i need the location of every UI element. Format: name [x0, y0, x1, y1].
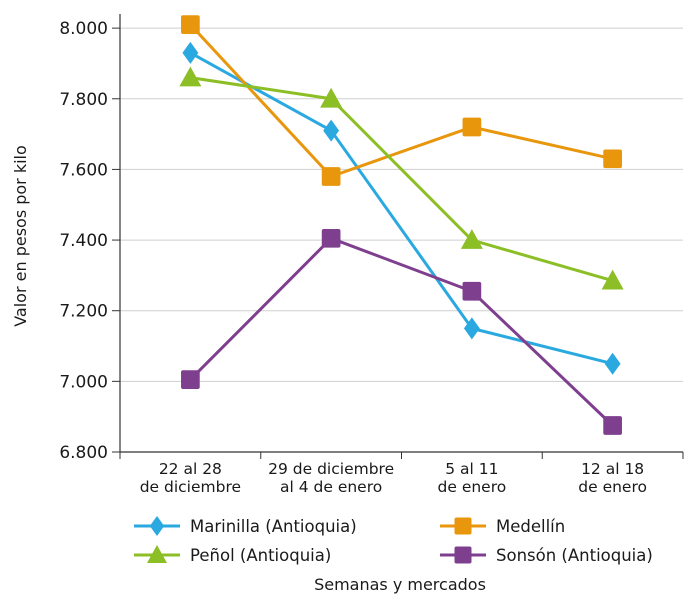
- legend-label: Medellín: [496, 517, 565, 536]
- series-line: [190, 76, 614, 283]
- data-point-square: [603, 149, 622, 169]
- data-point-square: [181, 370, 200, 389]
- data-point-triangle: [147, 545, 167, 563]
- data-point-triangle: [320, 87, 343, 108]
- series-group: [179, 15, 624, 435]
- legend: Marinilla (Antioquia) Medellín Peñol (Anti…: [134, 516, 653, 565]
- gridlines: [120, 27, 683, 382]
- x-tick-label: 5 al 11: [445, 460, 498, 478]
- y-tick-label: 7.400: [59, 231, 108, 251]
- legend-item: Peñol (Antioquia): [134, 545, 331, 565]
- data-point-diamond: [604, 352, 621, 375]
- y-axis-title: Valor en pesos por kilo: [11, 145, 30, 327]
- data-point-triangle: [601, 269, 624, 290]
- legend-label: Peñol (Antioquia): [190, 546, 331, 565]
- data-point-square: [603, 416, 622, 435]
- data-point-diamond: [463, 317, 480, 340]
- data-point-square: [181, 15, 200, 34]
- data-point-square: [454, 546, 472, 564]
- x-tick-label: de enero: [578, 478, 647, 496]
- y-tick-label: 7.200: [59, 302, 108, 322]
- legend-label: Sonsón (Antioquia): [496, 546, 653, 565]
- data-point-triangle: [460, 229, 483, 249]
- data-point-square: [321, 228, 341, 248]
- data-point-square: [454, 517, 472, 535]
- series: [181, 15, 622, 186]
- series: [181, 228, 622, 435]
- series-line: [189, 236, 614, 427]
- x-tick-label: de diciembre: [140, 478, 241, 496]
- y-tick-label: 6.800: [59, 443, 108, 463]
- x-axis-title: Semanas y mercados: [314, 575, 486, 594]
- x-tick-label: al 4 de enero: [280, 478, 382, 496]
- legend-label: Marinilla (Antioquia): [190, 517, 357, 536]
- x-tick-label: de enero: [438, 478, 507, 496]
- x-tick-label: 29 de diciembre: [268, 460, 394, 478]
- series: [179, 66, 624, 290]
- legend-item: Marinilla (Antioquia): [134, 516, 357, 536]
- data-point-square: [321, 167, 341, 186]
- data-point-diamond: [323, 119, 340, 142]
- x-tick-label: 22 al 28: [159, 460, 222, 478]
- y-tick-label: 7.000: [59, 372, 108, 392]
- legend-item: Medellín: [440, 517, 565, 536]
- series-line: [189, 51, 613, 366]
- y-tick-label: 8.000: [59, 19, 108, 39]
- y-tick-label: 7.800: [59, 90, 108, 110]
- data-point-diamond: [182, 41, 199, 64]
- x-tick-label: 12 al 18: [581, 460, 644, 478]
- series-line: [189, 23, 613, 178]
- data-point-triangle: [179, 66, 202, 87]
- data-point-diamond: [149, 516, 165, 536]
- data-point-square: [462, 281, 482, 301]
- y-axis-ticks: 6.800 7.000 7.200 7.400 7.600 7.800 8.000: [59, 19, 120, 463]
- data-point-square: [462, 117, 482, 137]
- series: [182, 41, 621, 375]
- y-tick-label: 7.600: [59, 160, 108, 180]
- legend-item: Sonsón (Antioquia): [440, 546, 653, 565]
